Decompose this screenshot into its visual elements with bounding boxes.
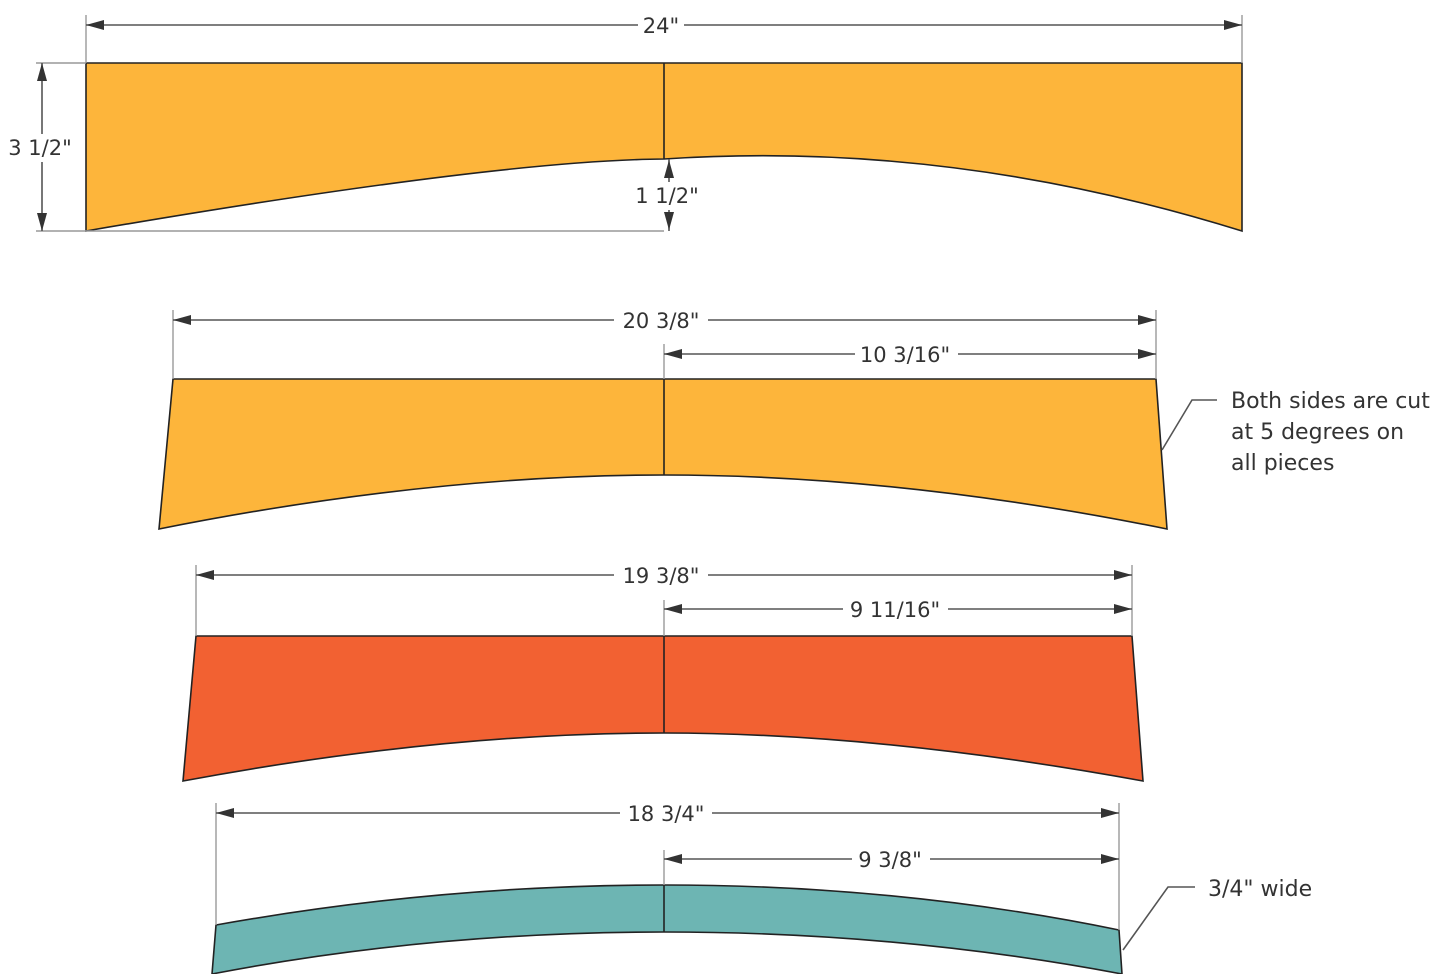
board-3-half-arrow-right	[1114, 604, 1132, 614]
board-2-half-label: 10 3/16"	[860, 343, 950, 367]
board-1-arc-arrow-top	[664, 160, 674, 178]
board-1-arc-arrow-bottom	[664, 212, 674, 230]
board-2-length-label: 20 3/8"	[623, 309, 700, 333]
width-note-leader	[1122, 886, 1195, 951]
board-3-length-arrow-left	[196, 570, 214, 580]
board-2-half-arrow-left	[664, 349, 682, 359]
board-3-half-label: 9 11/16"	[850, 598, 940, 622]
board-1-height-label: 3 1/2"	[8, 136, 72, 160]
board-4-half-arrow-right	[1101, 854, 1119, 864]
board-4-length-arrow-left	[216, 808, 234, 818]
board-2-half-arrow-right	[1138, 349, 1156, 359]
board-1-height-arrow-bottom	[37, 213, 47, 231]
board-3-length-label: 19 3/8"	[623, 564, 700, 588]
board-1-group: 24" 3 1/2" 1 1/2"	[4, 14, 1243, 233]
board-3-group: 19 3/8" 9 11/16"	[182, 564, 1144, 782]
angle-note-leader	[1161, 399, 1217, 451]
board-1-arc-label-bg	[628, 182, 708, 210]
board-4-group: 18 3/4" 9 3/8"	[211, 802, 1123, 974]
width-note-label: 3/4" wide	[1208, 877, 1312, 902]
board-1-length-arrow-right	[1224, 20, 1242, 30]
board-4-shape	[211, 884, 1123, 974]
angle-note: Both sides are cut at 5 degrees on all p…	[1161, 389, 1430, 476]
board-2-length-arrow-left	[173, 315, 191, 325]
board-1-height-label-bg	[4, 134, 76, 162]
board-1-length-arrow-left	[86, 20, 104, 30]
width-note: 3/4" wide	[1122, 877, 1312, 951]
angle-note-line-1: Both sides are cut	[1231, 389, 1430, 414]
board-1-arc-label: 1 1/2"	[635, 184, 699, 208]
board-4-length-arrow-right	[1101, 808, 1119, 818]
board-2-shape	[158, 378, 1168, 530]
board-4-half-arrow-left	[664, 854, 682, 864]
board-3-half-arrow-left	[664, 604, 682, 614]
board-3-shape	[182, 635, 1144, 782]
board-4-half-label: 9 3/8"	[858, 848, 922, 872]
board-2-group: 20 3/8" 10 3/16"	[158, 309, 1168, 530]
angle-note-line-3: all pieces	[1231, 451, 1334, 476]
board-1-length-label: 24"	[643, 14, 679, 38]
board-2-length-arrow-right	[1138, 315, 1156, 325]
board-1-height-arrow-top	[37, 63, 47, 81]
board-4-length-label: 18 3/4"	[628, 802, 705, 826]
angle-note-line-2: at 5 degrees on	[1231, 420, 1404, 445]
board-3-length-arrow-right	[1114, 570, 1132, 580]
